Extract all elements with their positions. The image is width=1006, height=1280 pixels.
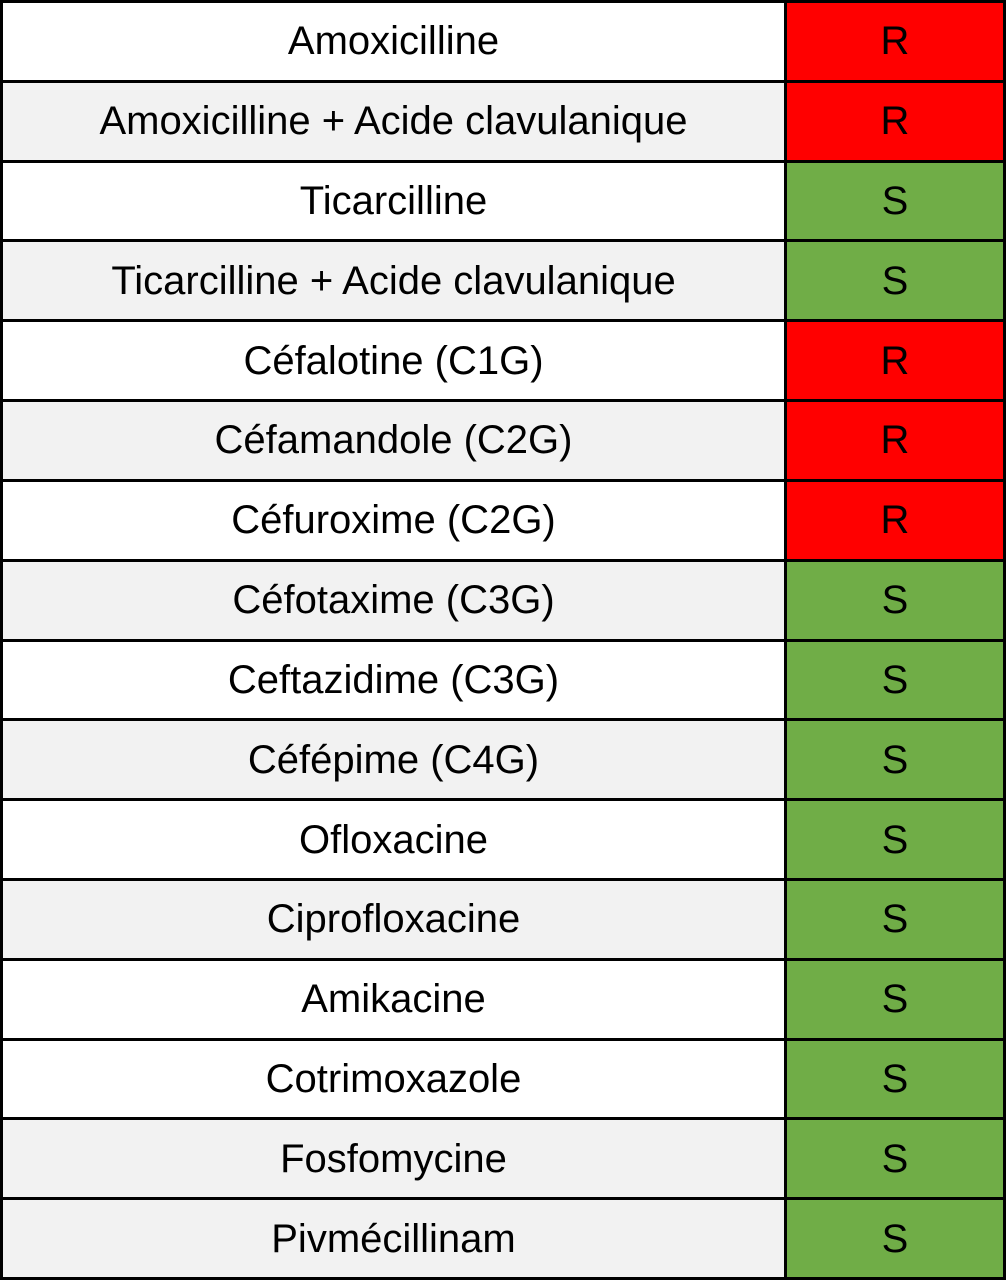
antibiotic-name-cell: Ciprofloxacine [3,880,787,958]
result-cell: S [787,880,1003,958]
antibiotic-name-cell: Ticarcilline [3,162,787,240]
table-row: Céfuroxime (C2G) R [3,478,1003,559]
result-cell: S [787,960,1003,1038]
antibiotic-name-cell: Ticarcilline + Acide clavulanique [3,242,787,320]
antibiotic-name-cell: Céfalotine (C1G) [3,322,787,400]
antibiotic-name-cell: Fosfomycine [3,1120,787,1198]
table-row: Céfépime (C4G) S [3,718,1003,799]
table-row: Cotrimoxazole S [3,1037,1003,1118]
antibiotic-name-cell: Ceftazidime (C3G) [3,641,787,719]
table-row: Fosfomycine S [3,1117,1003,1198]
antibiotic-name-cell: Amoxicilline + Acide clavulanique [3,82,787,160]
antibiotic-name-cell: Céfépime (C4G) [3,721,787,799]
result-cell: S [787,1200,1003,1277]
result-cell: R [787,481,1003,559]
table-row: Ceftazidime (C3G) S [3,638,1003,719]
antibiotic-name-cell: Céfuroxime (C2G) [3,481,787,559]
antibiotic-name-cell: Céfamandole (C2G) [3,402,787,479]
result-cell: S [787,162,1003,240]
antibiotic-name-cell: Céfotaxime (C3G) [3,561,787,639]
antibiotic-name-cell: Cotrimoxazole [3,1040,787,1118]
table-row: Ticarcilline + Acide clavulanique S [3,239,1003,320]
table-row: Amikacine S [3,957,1003,1038]
antibiotic-name-cell: Ofloxacine [3,801,787,878]
table-row: Céfalotine (C1G) R [3,319,1003,400]
antibiotic-name-cell: Pivmécillinam [3,1200,787,1277]
table-row: Ciprofloxacine S [3,877,1003,958]
result-cell: S [787,242,1003,320]
result-cell: S [787,561,1003,639]
result-cell: S [787,1120,1003,1198]
table-row: Ticarcilline S [3,159,1003,240]
result-cell: S [787,1040,1003,1118]
table-row: Pivmécillinam S [3,1197,1003,1277]
table-row: Céfotaxime (C3G) S [3,558,1003,639]
table-row: Amoxicilline R [3,3,1003,80]
table-row: Ofloxacine S [3,798,1003,878]
table-row: Céfamandole (C2G) R [3,399,1003,479]
result-cell: R [787,3,1003,80]
antibiotic-name-cell: Amikacine [3,960,787,1038]
result-cell: S [787,721,1003,799]
result-cell: R [787,322,1003,400]
antibiotic-name-cell: Amoxicilline [3,3,787,80]
result-cell: S [787,641,1003,719]
table-row: Amoxicilline + Acide clavulanique R [3,79,1003,160]
result-cell: R [787,82,1003,160]
result-cell: S [787,801,1003,878]
result-cell: R [787,402,1003,479]
